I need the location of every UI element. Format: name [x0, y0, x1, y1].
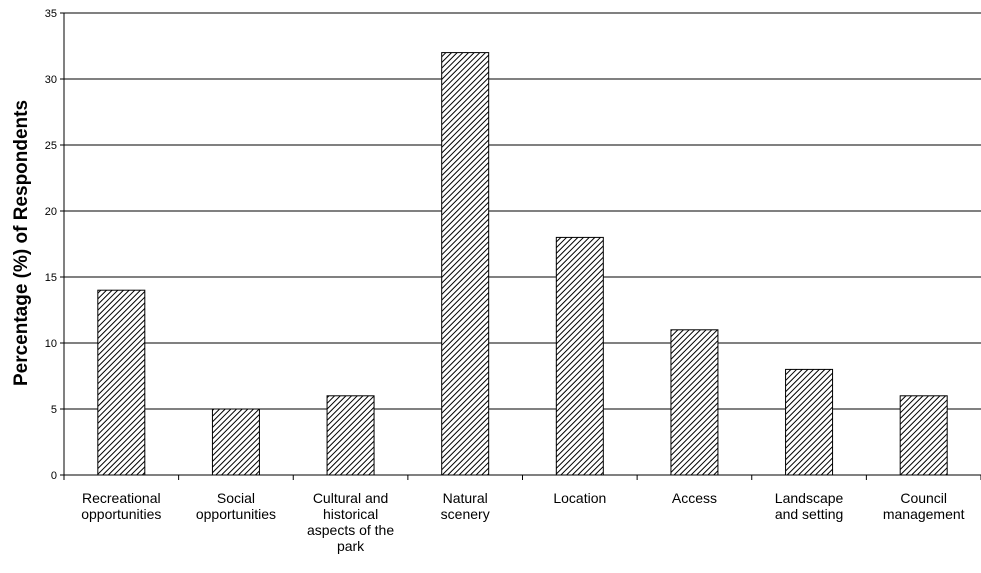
x-category-label: Landscape and setting [775, 490, 844, 522]
x-category-label: Cultural and historical aspects of the park [307, 490, 394, 554]
y-tick-label: 30 [45, 74, 57, 86]
gridlines [64, 12, 981, 410]
y-tick-label: 20 [45, 206, 57, 218]
y-tick-label: 0 [51, 470, 57, 482]
x-category-labels: Recreational opportunities Social opportuni… [81, 490, 964, 554]
bar [785, 368, 834, 476]
x-category-label: Council management [883, 490, 965, 522]
bar [441, 52, 490, 476]
bars [97, 52, 948, 476]
y-axis-label: Percentage (%) of Respondents [11, 100, 32, 386]
x-category-label: Natural scenery [441, 490, 490, 522]
bar [555, 236, 604, 476]
x-category-label: Location [553, 490, 606, 506]
axes [60, 12, 981, 480]
y-tick-label: 15 [45, 272, 57, 284]
bar [211, 408, 260, 476]
x-category-label: Social opportunities [196, 490, 276, 522]
x-category-label: Recreational opportunities [81, 490, 161, 522]
y-tick-label: 25 [45, 140, 57, 152]
bar [670, 329, 719, 476]
bar [326, 395, 375, 476]
y-tick-labels: 0 5 10 15 20 25 30 35 [45, 8, 57, 482]
bar [97, 289, 146, 476]
x-category-label: Access [672, 490, 717, 506]
bar [899, 395, 948, 476]
y-tick-label: 5 [51, 404, 57, 416]
y-tick-label: 10 [45, 338, 57, 350]
y-tick-label: 35 [45, 8, 57, 20]
